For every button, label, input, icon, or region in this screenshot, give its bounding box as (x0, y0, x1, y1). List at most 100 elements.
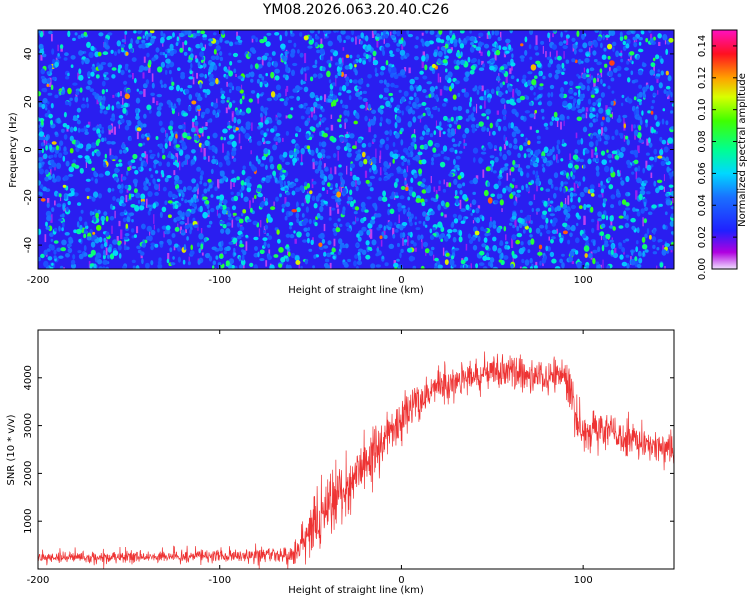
heatmap-cell (165, 130, 167, 137)
heatmap-cell (469, 96, 473, 103)
heatmap-cell (295, 212, 300, 219)
heatmap-cell (638, 125, 642, 131)
heatmap-cell (365, 240, 370, 246)
heatmap-cell (225, 69, 230, 73)
spectrogram-heatmap (38, 30, 674, 277)
heatmap-cell (642, 217, 644, 227)
heatmap-cell (553, 111, 558, 118)
heatmap-cell (300, 162, 304, 166)
heatmap-cell (471, 127, 476, 134)
heatmap-cell (184, 158, 188, 166)
heatmap-cell (440, 46, 446, 51)
heatmap-cell (664, 243, 670, 248)
heatmap-cell (91, 167, 95, 171)
heatmap-cell (438, 180, 442, 185)
heatmap-cell (636, 227, 640, 234)
heatmap-cell (344, 74, 347, 79)
heatmap-cell (393, 149, 399, 153)
heatmap-cell (560, 269, 561, 277)
heatmap-cell (594, 152, 598, 156)
heatmap-cell (159, 51, 164, 56)
heatmap-cell (356, 243, 359, 247)
x-tick-label: -100 (208, 275, 231, 286)
heatmap-cell (316, 49, 321, 54)
heatmap-cell (150, 229, 156, 236)
heatmap-cell (44, 234, 47, 243)
heatmap-cell (285, 97, 290, 101)
heatmap-cell (425, 131, 430, 136)
heatmap-cell (559, 171, 564, 176)
heatmap-cell (412, 116, 417, 123)
heatmap-cell (123, 244, 127, 251)
heatmap-cell (153, 159, 158, 165)
heatmap-cell (369, 187, 374, 192)
heatmap-cell (563, 51, 565, 59)
heatmap-cell (62, 184, 67, 188)
heatmap-cell (400, 139, 404, 146)
heatmap-cell (570, 204, 577, 210)
heatmap-cell (388, 92, 394, 97)
heatmap-cell (217, 179, 220, 189)
heatmap-cell (487, 60, 491, 64)
heatmap-cell (496, 226, 502, 234)
heatmap-cell (313, 104, 316, 114)
heatmap-cell (221, 30, 225, 36)
heatmap-cell (563, 40, 567, 44)
heatmap-cell (579, 93, 584, 100)
heatmap-cell (54, 200, 56, 206)
heatmap-cell (407, 232, 411, 236)
heatmap-cell (357, 236, 362, 242)
heatmap-cell (284, 30, 288, 37)
heatmap-cell (280, 256, 286, 263)
heatmap-cell (132, 73, 134, 80)
heatmap-cell (375, 72, 379, 77)
heatmap-cell (216, 98, 218, 106)
heatmap-cell (561, 262, 565, 269)
heatmap-cell (263, 229, 266, 234)
heatmap-cell (365, 35, 369, 42)
heatmap-cell (522, 229, 526, 234)
heatmap-cell (101, 99, 105, 106)
heatmap-cell (222, 128, 228, 134)
heatmap-cell (506, 39, 509, 49)
heatmap-cell (265, 164, 268, 170)
heatmap-cell (263, 147, 269, 155)
heatmap-cell (215, 255, 219, 260)
heatmap-cell (499, 199, 504, 206)
heatmap-cell (282, 137, 284, 142)
heatmap-cell (98, 32, 104, 37)
heatmap-cell (379, 143, 383, 148)
heatmap-cell (502, 46, 508, 51)
heatmap-cell (85, 85, 91, 90)
heatmap-cell (199, 42, 204, 49)
heatmap-cell (77, 127, 81, 133)
heatmap-cell (624, 207, 631, 211)
heatmap-cell (498, 90, 503, 98)
heatmap-cell (82, 97, 85, 101)
heatmap-cell (529, 85, 534, 91)
heatmap-cell (640, 208, 645, 214)
heatmap-cell (244, 132, 250, 139)
heatmap-cell (134, 181, 138, 188)
heatmap-cell (618, 200, 622, 206)
heatmap-cell (93, 263, 97, 269)
heatmap-cell (545, 51, 547, 58)
heatmap-cell (64, 232, 70, 236)
heatmap-cell (181, 124, 186, 130)
heatmap-cell (400, 127, 404, 132)
heatmap-cell (407, 33, 413, 38)
heatmap-cell (600, 188, 605, 194)
heatmap-cell (392, 30, 397, 35)
heatmap-cell (206, 224, 211, 228)
heatmap-cell (65, 160, 70, 167)
heatmap-cell (220, 240, 224, 247)
heatmap-cell (478, 157, 483, 164)
heatmap-cell (174, 204, 179, 209)
heatmap-cell (198, 107, 200, 116)
heatmap-cell (622, 40, 626, 46)
heatmap-cell (51, 207, 55, 213)
heatmap-cell (246, 176, 252, 180)
heatmap-cell (422, 178, 426, 183)
heatmap-cell (83, 252, 88, 257)
